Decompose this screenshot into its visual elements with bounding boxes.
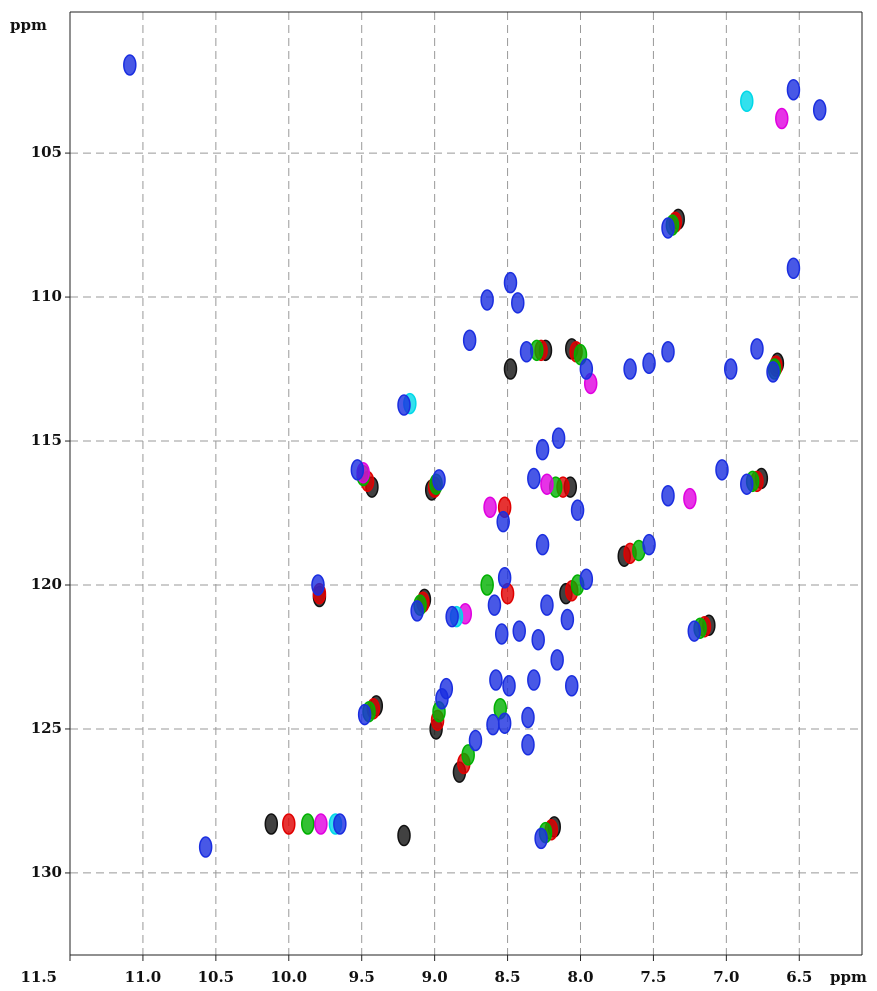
peak	[683, 487, 697, 510]
peak	[503, 358, 518, 380]
y-axis-label: ppm	[10, 16, 47, 34]
peak	[740, 90, 754, 113]
y-tick-label: 120	[31, 575, 62, 593]
peak	[497, 712, 512, 734]
peak	[432, 469, 446, 491]
peak	[462, 329, 477, 352]
peak	[623, 358, 637, 380]
peak	[560, 608, 575, 631]
peak	[786, 257, 801, 280]
x-tick-label: 10.5	[198, 968, 235, 986]
peak	[775, 107, 789, 130]
y-tick-label: 125	[31, 719, 62, 737]
x-tick-label: 11.0	[125, 968, 162, 986]
peak	[468, 729, 483, 752]
peak	[534, 827, 548, 850]
peak	[486, 713, 500, 736]
peak	[496, 510, 510, 533]
peak	[333, 813, 347, 835]
peak	[715, 459, 729, 481]
x-tick-label: 9.0	[422, 968, 448, 986]
peak	[687, 620, 702, 642]
x-tick-label: 10.0	[271, 968, 308, 986]
peak	[551, 427, 566, 449]
peak	[564, 675, 579, 697]
peak	[521, 706, 535, 729]
peak	[461, 744, 475, 766]
peak	[540, 473, 554, 495]
peak	[579, 568, 594, 590]
peak	[661, 341, 675, 363]
x-tick-label: 11.5	[20, 968, 57, 986]
peak	[494, 623, 509, 645]
peak	[264, 813, 279, 835]
peak	[740, 473, 754, 495]
y-tick-label: 115	[31, 431, 62, 449]
x-tick-label: 6.5	[786, 968, 812, 986]
axes: 11.5 11.0 10.5 10.0 9.5 9.0 8.5 8.0 7.5 7.0 6.5 105…	[20, 143, 812, 986]
peak	[487, 594, 502, 616]
peak	[483, 496, 497, 519]
peak	[410, 600, 424, 622]
grid	[70, 12, 862, 955]
peak	[397, 394, 411, 416]
peak	[812, 99, 827, 121]
peak	[503, 271, 518, 294]
peak	[497, 567, 512, 589]
y-tick-label: 110	[31, 287, 62, 305]
peak	[282, 813, 296, 835]
x-axis-label: ppm	[830, 968, 867, 986]
plot-area	[70, 12, 862, 955]
peak	[642, 533, 656, 556]
peak	[540, 594, 554, 616]
peak	[397, 824, 411, 847]
peak	[535, 438, 550, 461]
x-tick-label: 8.5	[495, 968, 521, 986]
peak	[435, 687, 449, 710]
peak	[357, 703, 372, 726]
peak	[535, 533, 550, 556]
y-tick-label: 130	[31, 863, 62, 881]
y-tick-label: 105	[31, 143, 62, 161]
peak	[350, 459, 365, 481]
peak	[570, 499, 585, 521]
peak	[521, 734, 535, 756]
peak	[750, 338, 764, 360]
peak	[642, 352, 656, 375]
peaks	[123, 54, 827, 858]
peak	[123, 54, 137, 76]
peak	[723, 358, 738, 380]
x-tick-label: 7.5	[640, 968, 666, 986]
peak	[502, 675, 516, 697]
peak	[661, 484, 675, 507]
peak	[512, 620, 526, 642]
peak	[786, 78, 801, 101]
peak	[198, 836, 213, 858]
peak	[579, 358, 594, 380]
peak	[480, 289, 494, 311]
peak	[527, 669, 541, 691]
peak	[661, 217, 675, 239]
x-tick-label: 8.0	[567, 968, 593, 986]
peak	[766, 361, 780, 383]
peak	[489, 669, 503, 691]
peak	[311, 574, 325, 596]
peak	[300, 813, 315, 835]
peak	[511, 292, 525, 314]
x-tick-label: 9.5	[349, 968, 375, 986]
x-tick-label: 7.0	[713, 968, 739, 986]
peak	[519, 341, 534, 363]
peak	[550, 649, 564, 671]
peak	[445, 605, 459, 628]
peak	[527, 467, 541, 490]
peak	[314, 813, 328, 835]
peak	[531, 628, 545, 651]
peak	[480, 574, 494, 596]
